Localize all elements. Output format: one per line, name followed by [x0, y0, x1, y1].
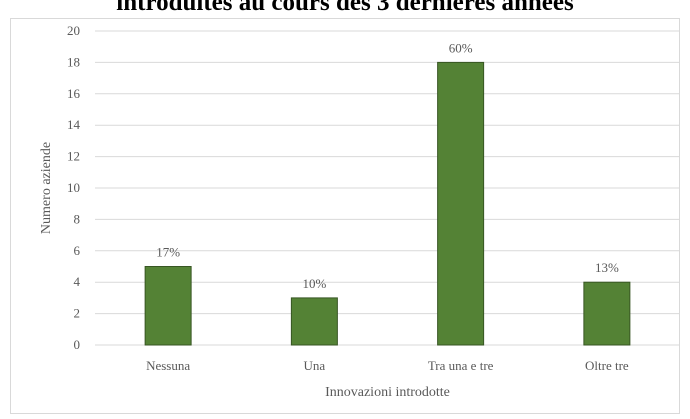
x-axis-label: Innovazioni introdotte — [325, 385, 450, 400]
bar — [437, 61, 485, 346]
data-label: 10% — [302, 276, 326, 291]
bar — [583, 281, 631, 346]
y-tick-label: 4 — [74, 274, 81, 289]
y-tick-label: 12 — [67, 149, 80, 164]
y-axis-ticks: 0 2 4 6 8 10 12 14 16 18 20 — [67, 23, 81, 352]
bar — [144, 266, 192, 346]
page-title: introduites au cours des 3 dernières ann… — [116, 0, 574, 16]
data-label: 13% — [595, 260, 619, 275]
y-tick-label: 10 — [67, 180, 80, 195]
x-tick-label: Oltre tre — [585, 358, 629, 373]
y-axis-label: Numero aziende — [39, 142, 54, 234]
bar — [290, 297, 338, 346]
y-tick-label: 0 — [74, 337, 81, 352]
y-tick-label: 20 — [67, 23, 80, 38]
x-tick-label: Nessuna — [146, 358, 190, 373]
x-tick-label: Una — [304, 358, 326, 373]
bars — [144, 61, 631, 346]
y-tick-label: 2 — [74, 306, 81, 321]
y-tick-label: 16 — [67, 86, 81, 101]
x-axis-ticks: Nessuna Una Tra una e tre Oltre tre — [146, 358, 629, 373]
data-label: 17% — [156, 245, 180, 260]
data-labels: 17% 10% 60% 13% — [156, 40, 619, 291]
y-tick-label: 14 — [67, 117, 81, 132]
y-tick-label: 18 — [67, 54, 80, 69]
y-tick-label: 8 — [74, 211, 81, 226]
x-tick-label: Tra una e tre — [428, 358, 494, 373]
y-tick-label: 6 — [74, 243, 81, 258]
chart-frame — [10, 18, 680, 414]
data-label: 60% — [449, 40, 473, 55]
gridlines — [95, 30, 680, 346]
